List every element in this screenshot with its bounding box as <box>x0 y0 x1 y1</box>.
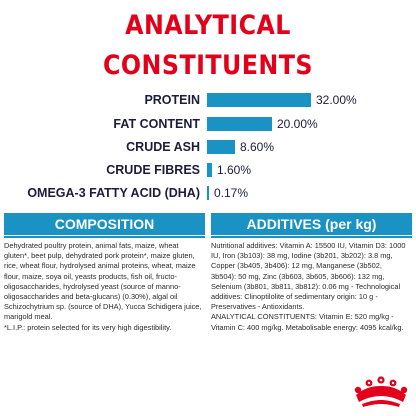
constituent-bar <box>207 117 272 131</box>
additives-analytical: ANALYTICAL CONSTITUENTS: Vitamin E: 520 … <box>211 312 404 332</box>
composition-panel: Dehydrated poultry protein, animal fats,… <box>4 241 202 333</box>
constituent-label: PROTEIN <box>144 93 200 107</box>
royal-canin-crown-logo-icon <box>354 376 408 407</box>
constituent-row-omega-3-fatty-acid-dha: OMEGA-3 FATTY ACID (DHA) 0.17% <box>0 184 416 202</box>
constituent-row-crude-fibres: CRUDE FIBRES 1.60% <box>0 161 416 179</box>
composition-header-underline <box>4 236 205 238</box>
constituent-value: 1.60% <box>217 163 252 177</box>
constituent-value: 32.00% <box>316 93 357 107</box>
constituent-value: 8.60% <box>240 140 275 154</box>
composition-header: COMPOSITION <box>4 213 205 235</box>
constituent-bar <box>207 186 209 200</box>
constituent-bar <box>207 163 212 177</box>
constituent-value: 0.17% <box>214 186 249 200</box>
additives-header: ADDITIVES (per kg) <box>211 213 412 235</box>
constituent-label: OMEGA-3 FATTY ACID (DHA) <box>27 186 200 200</box>
constituent-label: CRUDE ASH <box>126 140 200 154</box>
constituent-label: CRUDE FIBRES <box>106 163 200 177</box>
composition-footnote: *L.I.P.: protein selected for its very h… <box>4 322 172 332</box>
constituent-row-fat-content: FAT CONTENT 20.00% <box>0 115 416 133</box>
additives-nutritional: Nutritional additives: Vitamin A: 15500 … <box>211 241 406 312</box>
constituent-bar <box>207 93 311 107</box>
constituent-label: FAT CONTENT <box>113 117 200 131</box>
constituent-row-crude-ash: CRUDE ASH 8.60% <box>0 138 416 156</box>
composition-body: Dehydrated poultry protein, animal fats,… <box>4 241 202 322</box>
page-title: ANALYTICAL CONSTITUENTS <box>103 10 313 81</box>
constituent-value: 20.00% <box>277 117 318 131</box>
additives-header-underline <box>211 236 412 238</box>
constituent-bar <box>207 140 235 154</box>
constituent-row-protein: PROTEIN 32.00% <box>0 91 416 109</box>
additives-panel: Nutritional additives: Vitamin A: 15500 … <box>211 241 409 333</box>
